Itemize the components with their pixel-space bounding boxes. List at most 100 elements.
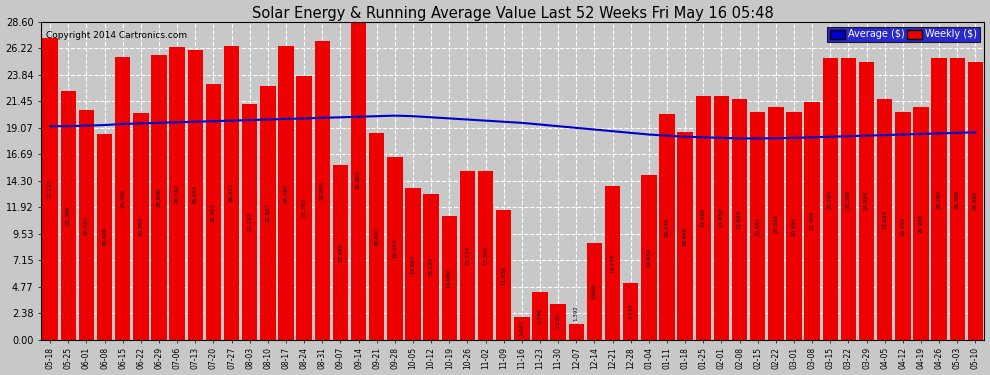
Text: 13.774: 13.774	[610, 254, 615, 273]
Bar	[677, 132, 693, 339]
Bar	[206, 84, 221, 339]
Bar	[43, 38, 57, 339]
Text: 25.306: 25.306	[954, 189, 959, 209]
Text: 20.916: 20.916	[773, 214, 778, 233]
Text: 26.342: 26.342	[174, 183, 179, 203]
Bar	[533, 292, 547, 339]
Text: 22.955: 22.955	[211, 202, 216, 222]
Text: 21.936: 21.936	[719, 208, 724, 227]
Text: 11.636: 11.636	[501, 265, 506, 285]
Bar	[151, 55, 166, 339]
Text: 20.620: 20.620	[84, 215, 89, 235]
Bar	[424, 194, 439, 339]
Bar	[967, 62, 983, 339]
Bar	[623, 282, 639, 339]
Bar	[333, 165, 348, 339]
Text: 15.685: 15.685	[338, 243, 343, 262]
Text: 18.607: 18.607	[374, 226, 379, 246]
Text: 5.134: 5.134	[629, 303, 634, 319]
Bar	[786, 112, 802, 339]
Bar	[187, 50, 203, 339]
Bar	[315, 40, 330, 339]
Text: 20.270: 20.270	[664, 217, 669, 237]
Bar	[877, 99, 892, 339]
Bar	[714, 96, 729, 339]
Text: 20.916: 20.916	[919, 214, 924, 233]
Bar	[296, 75, 312, 339]
Bar	[696, 96, 711, 339]
Bar	[405, 188, 421, 339]
Text: 27.127: 27.127	[48, 179, 52, 198]
Bar	[823, 58, 838, 339]
Bar	[224, 46, 240, 339]
Text: 28.802: 28.802	[356, 170, 361, 189]
Text: 25.306: 25.306	[845, 189, 850, 209]
Text: 21.624: 21.624	[882, 210, 887, 229]
Text: 3.230: 3.230	[555, 314, 560, 330]
Text: 11.089: 11.089	[446, 268, 451, 288]
Bar	[478, 171, 493, 339]
Bar	[115, 57, 131, 339]
Bar	[732, 99, 747, 339]
Bar	[642, 175, 656, 339]
Bar	[369, 133, 384, 339]
Bar	[895, 112, 911, 339]
Title: Solar Energy & Running Average Value Last 52 Weeks Fri May 16 05:48: Solar Energy & Running Average Value Las…	[251, 6, 773, 21]
Text: 25.398: 25.398	[120, 189, 125, 208]
Bar	[97, 134, 112, 339]
Text: 4.248: 4.248	[538, 308, 543, 324]
Text: 24.984: 24.984	[973, 191, 978, 210]
Text: 22.396: 22.396	[65, 206, 70, 225]
Text: 18.480: 18.480	[102, 227, 107, 246]
Text: 26.395: 26.395	[283, 183, 288, 203]
Text: 15.207: 15.207	[483, 245, 488, 265]
Text: 8.686: 8.686	[592, 284, 597, 299]
Text: 25.600: 25.600	[156, 188, 161, 207]
Text: 14.839: 14.839	[646, 248, 651, 267]
Text: 21.936: 21.936	[701, 208, 706, 227]
Bar	[169, 47, 185, 339]
Bar	[587, 243, 602, 339]
Bar	[805, 102, 820, 339]
Text: 26.053: 26.053	[193, 185, 198, 204]
Bar	[496, 210, 512, 339]
Bar	[387, 157, 403, 339]
Text: 23.760: 23.760	[302, 198, 307, 217]
Text: 20.355: 20.355	[139, 217, 144, 236]
Text: 13.125: 13.125	[429, 257, 434, 276]
Text: 21.192: 21.192	[248, 212, 252, 231]
Bar	[913, 107, 929, 339]
Text: 22.827: 22.827	[265, 203, 270, 222]
Text: 2.043: 2.043	[520, 320, 525, 336]
Bar	[949, 58, 965, 339]
Bar	[858, 62, 874, 339]
Bar	[260, 86, 275, 339]
Text: 15.134: 15.134	[465, 246, 470, 265]
Bar	[242, 104, 257, 339]
Text: 26.417: 26.417	[229, 183, 234, 203]
Legend: Average ($), Weekly ($): Average ($), Weekly ($)	[827, 27, 979, 42]
Bar	[79, 110, 94, 339]
Bar	[514, 317, 530, 339]
Bar	[442, 216, 457, 339]
Bar	[278, 46, 294, 339]
Text: 21.624: 21.624	[737, 210, 742, 229]
Text: 1.392: 1.392	[574, 305, 579, 321]
Bar	[932, 58, 946, 339]
Bar	[60, 91, 76, 339]
Bar	[350, 20, 366, 339]
Bar	[768, 107, 783, 339]
Text: 21.404: 21.404	[810, 211, 815, 230]
Text: 16.453: 16.453	[392, 238, 397, 258]
Text: 26.895: 26.895	[320, 180, 325, 200]
Text: 20.453: 20.453	[755, 216, 760, 236]
Bar	[605, 186, 621, 339]
Bar	[659, 114, 674, 339]
Text: 13.607: 13.607	[411, 254, 416, 274]
Text: 18.640: 18.640	[682, 226, 688, 246]
Bar	[568, 324, 584, 339]
Bar	[550, 304, 566, 339]
Text: 20.454: 20.454	[791, 216, 797, 236]
Text: 24.984: 24.984	[864, 191, 869, 210]
Bar	[459, 171, 475, 339]
